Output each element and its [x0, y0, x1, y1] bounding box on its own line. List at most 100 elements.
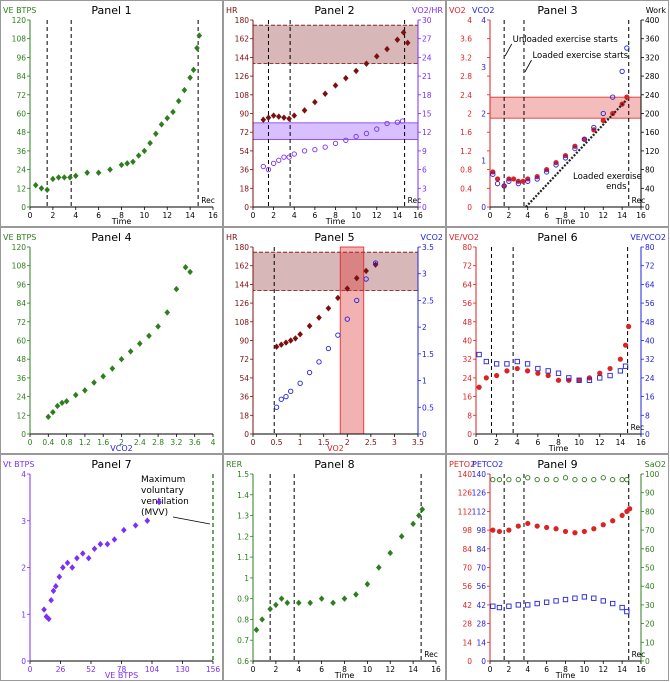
x-tick-label: 2	[273, 665, 278, 674]
x-tick-label: 12	[385, 665, 395, 674]
data-point	[344, 285, 351, 292]
data-point	[344, 316, 350, 322]
x-tick-label: 0	[474, 438, 479, 447]
data-point	[318, 595, 325, 602]
data-point	[524, 361, 531, 367]
x-tick-label: 14	[616, 438, 626, 447]
data-point	[591, 124, 597, 131]
series-vt	[41, 498, 162, 623]
x-tick-label: 4	[525, 211, 530, 220]
x-tick-label: 10	[574, 438, 584, 447]
y-tick-label-right: 40	[645, 582, 655, 591]
data-point	[581, 136, 587, 142]
x-tick-label: 10	[363, 665, 373, 674]
data-point	[322, 90, 328, 97]
y-tick-label-left: 42	[462, 601, 472, 610]
annotation-arrow	[172, 516, 211, 525]
x-tick-label: 4	[296, 665, 301, 674]
data-point	[104, 540, 111, 548]
series-hr	[273, 261, 379, 350]
x-tick-label: 0	[251, 211, 256, 220]
data-point	[553, 598, 559, 604]
data-point	[510, 176, 517, 182]
x-tick-label: 0	[251, 665, 256, 674]
data-point	[622, 363, 629, 369]
y-tick-label-left: 48	[16, 355, 26, 364]
data-point	[284, 599, 291, 607]
data-point	[600, 598, 606, 604]
y-tick-label-left2: 112	[472, 507, 487, 516]
data-point	[130, 158, 136, 166]
y-tick-label-left: 36	[16, 147, 26, 156]
y-tick-label-right: 200	[645, 110, 660, 119]
y-tick-label-left: 1.1	[237, 553, 249, 562]
y-tick-label-right: 40	[645, 337, 655, 346]
x-tick-label: 6	[96, 211, 101, 220]
y-tick-label-left: 126	[458, 489, 473, 498]
data-point	[591, 526, 597, 532]
data-point	[196, 32, 203, 39]
x-tick-label: 3.2	[170, 438, 182, 447]
data-point	[520, 178, 526, 184]
data-point	[534, 176, 540, 182]
y-tick-label-left: 1.3	[237, 512, 249, 521]
data-point	[504, 368, 510, 374]
y-axis-label-left: PETO2	[449, 460, 475, 469]
data-point	[506, 178, 512, 184]
data-point	[490, 476, 496, 483]
y-tick-label-right: 50	[645, 564, 655, 573]
y-tick-label-left2: 42	[476, 601, 486, 610]
y-tick-label-left: 96	[16, 280, 26, 289]
data-point	[273, 404, 280, 410]
annotation-mvv-2: voluntary	[141, 486, 184, 496]
data-point	[581, 476, 588, 483]
y-axis-label-left: VE/VO2	[449, 233, 479, 242]
band-horizontal	[252, 251, 419, 292]
data-point	[164, 309, 171, 316]
x-tick-label: 0	[251, 438, 256, 447]
data-point	[619, 512, 625, 519]
y-tick-label-right: 3.5	[422, 243, 434, 252]
y-tick-label-left: 0	[467, 203, 472, 212]
x-tick-label: 16	[431, 665, 441, 674]
y-tick-label-right: 16	[645, 393, 655, 402]
y-axis-label-right: Work	[646, 6, 667, 15]
data-point	[291, 151, 297, 157]
annotation-arrow	[524, 59, 532, 73]
y-tick-label-left2: 1	[481, 156, 486, 165]
annotation-mvv: Maximum	[141, 475, 185, 485]
y-tick-label-right: 360	[645, 35, 660, 44]
x-axis-label: VCO2	[110, 444, 132, 453]
data-point	[476, 351, 482, 358]
y-tick-label-left: 8	[467, 411, 472, 420]
x-tick-label: 6	[312, 211, 317, 220]
data-point	[496, 476, 503, 483]
data-point	[292, 335, 299, 342]
band-horizontal	[252, 122, 419, 140]
data-point	[535, 365, 541, 372]
data-point	[607, 365, 613, 372]
annotation-arrow	[504, 43, 513, 57]
y-tick-label-left: 0.9	[237, 595, 249, 604]
data-point	[624, 476, 630, 483]
x-tick-label: 4	[292, 211, 297, 220]
data-point	[610, 518, 616, 524]
data-point	[525, 520, 531, 527]
data-point	[109, 365, 116, 372]
x-tick-label: 8	[342, 665, 347, 674]
data-point	[288, 388, 294, 394]
data-point	[501, 183, 507, 189]
x-tick-label: 2	[119, 438, 124, 447]
y-tick-label-left2: 28	[476, 620, 486, 629]
y-tick-label-left: 2.8	[460, 72, 472, 81]
data-point	[394, 119, 401, 125]
y-tick-label-left: 4	[21, 470, 26, 479]
annotation-loaded-start: Loaded exercise starts	[532, 51, 628, 61]
y-tick-label-right: 400	[645, 16, 660, 25]
data-point	[60, 564, 66, 571]
y-tick-label-left: 80	[462, 243, 472, 252]
y-tick-label-left: 0.7	[237, 636, 249, 645]
data-point	[514, 365, 520, 372]
data-point	[376, 564, 382, 571]
data-point	[525, 178, 531, 184]
